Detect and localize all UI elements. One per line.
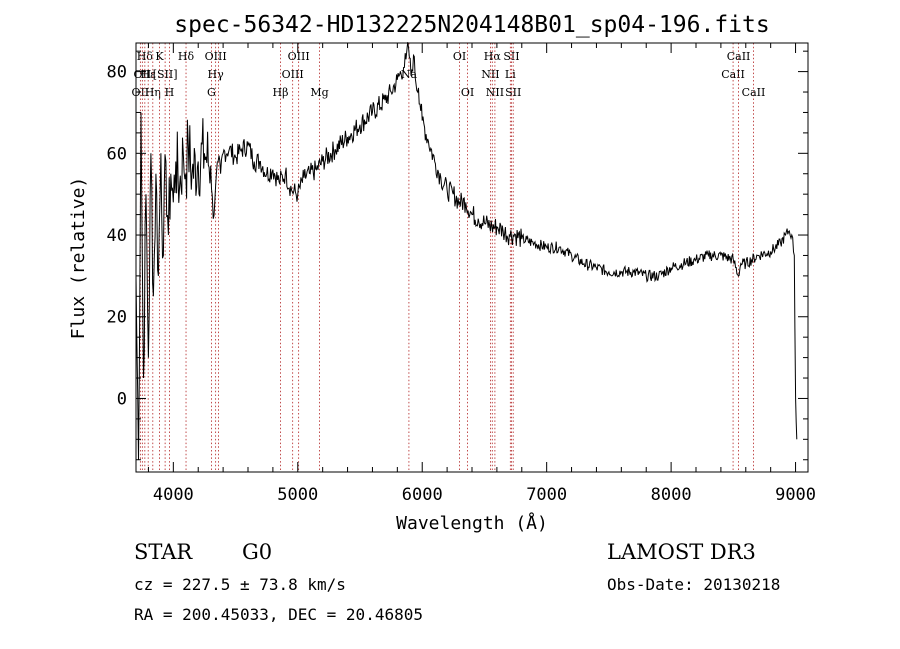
line-marker-label: Mg bbox=[310, 86, 328, 99]
chart-title: spec-56342-HD132225N204148B01_sp04-196.f… bbox=[174, 12, 769, 38]
x-tick-label: 4000 bbox=[153, 485, 194, 505]
line-marker-label: K bbox=[155, 50, 164, 63]
line-marker-label: G bbox=[207, 86, 216, 99]
emission-line-markers: OIIOIIHδHεHηK[SII]HHδGOIIIHγHβOIIIOIIIMg… bbox=[131, 43, 765, 472]
redshift-cz: cz = 227.5 ± 73.8 km/s bbox=[134, 575, 346, 594]
y-tick-label: 80 bbox=[107, 63, 127, 83]
y-tick-label: 40 bbox=[107, 226, 127, 246]
line-marker-label: Hγ bbox=[208, 68, 225, 81]
line-marker-label: OIII bbox=[205, 50, 227, 63]
y-tick-label: 60 bbox=[107, 144, 127, 164]
x-tick-label: 7000 bbox=[526, 485, 567, 505]
object-class: STAR bbox=[134, 540, 193, 564]
line-marker-label: OI bbox=[461, 86, 474, 99]
line-marker-label: OIII bbox=[288, 50, 310, 63]
y-tick-label: 0 bbox=[117, 389, 127, 409]
line-marker-label: NII bbox=[481, 68, 499, 81]
y-axis-ticks: 0 20 40 60 80 bbox=[107, 50, 808, 461]
line-marker-label: Na bbox=[401, 68, 418, 81]
line-marker-label: Hδ bbox=[137, 50, 154, 63]
object-subclass: G0 bbox=[242, 540, 273, 564]
line-marker-label: OIII bbox=[282, 68, 304, 81]
y-axis-label: Flux (relative) bbox=[68, 177, 89, 340]
line-marker-label: H bbox=[165, 86, 175, 99]
line-marker-label: Hβ bbox=[273, 86, 289, 99]
y-tick-label: 20 bbox=[107, 308, 127, 328]
observation-date: Obs-Date: 20130218 bbox=[607, 575, 781, 594]
line-marker-label: CaII bbox=[721, 68, 745, 81]
x-axis-label: Wavelength (Å) bbox=[396, 512, 548, 534]
x-tick-label: 8000 bbox=[651, 485, 692, 505]
line-marker-label: SII bbox=[505, 86, 521, 99]
line-marker-label: Li bbox=[505, 68, 516, 81]
line-marker-label: SII bbox=[503, 50, 519, 63]
ra-dec-coordinates: RA = 200.45033, DEC = 20.46805 bbox=[134, 605, 423, 624]
line-marker-label: NII bbox=[486, 86, 504, 99]
x-tick-label: 5000 bbox=[277, 485, 318, 505]
line-marker-label: Hα bbox=[484, 50, 502, 63]
spectrum-line bbox=[135, 42, 798, 460]
line-marker-label: [SII] bbox=[153, 68, 178, 81]
line-marker-label: CaII bbox=[727, 50, 751, 63]
plot-frame bbox=[135, 42, 809, 473]
line-marker-label: Hδ bbox=[178, 50, 195, 63]
line-marker-label: CaII bbox=[742, 86, 766, 99]
x-tick-label: 9000 bbox=[775, 485, 816, 505]
line-marker-label: Hη bbox=[145, 86, 161, 99]
x-tick-label: 6000 bbox=[402, 485, 443, 505]
x-axis-ticks: 4000 5000 6000 7000 8000 9000 bbox=[147, 43, 816, 505]
line-marker-label: OI bbox=[453, 50, 466, 63]
survey-name: LAMOST DR3 bbox=[607, 540, 756, 564]
